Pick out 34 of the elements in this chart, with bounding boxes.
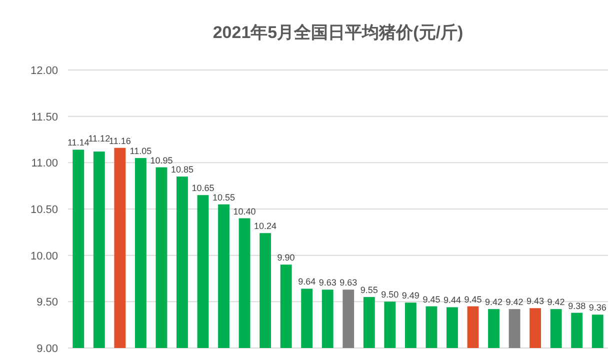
data-label: 10.85 <box>170 164 194 175</box>
data-label: 10.24 <box>254 221 277 232</box>
data-label: 11.16 <box>108 136 131 146</box>
data-label: 10.55 <box>212 192 236 202</box>
data-label: 9.63 <box>340 278 358 288</box>
data-label: 11.12 <box>88 134 110 144</box>
data-label: 9.50 <box>381 290 399 300</box>
data-label: 10.95 <box>150 155 173 166</box>
y-tick-label: 12.00 <box>30 65 58 77</box>
data-label: 9.45 <box>422 294 440 304</box>
chart-title: 2021年5月全国日平均猪价(元/斤) <box>212 23 464 42</box>
data-label: 9.90 <box>277 252 295 263</box>
data-label: 9.36 <box>588 302 606 313</box>
data-label: 9.55 <box>360 285 378 296</box>
y-tick-label: 10.50 <box>30 204 58 216</box>
data-label: 11.14 <box>67 138 90 148</box>
data-label: 10.65 <box>192 183 214 194</box>
data-label: 9.45 <box>464 294 482 304</box>
data-label: 10.40 <box>233 206 256 216</box>
y-tick-label: 11.50 <box>31 111 58 124</box>
data-label: 9.49 <box>402 290 420 301</box>
data-label: 9.42 <box>547 297 565 308</box>
y-tick-label: 9.50 <box>36 296 58 309</box>
data-label: 11.05 <box>130 146 152 156</box>
y-tick-label: 10.00 <box>30 250 58 262</box>
data-label: 9.42 <box>506 297 524 308</box>
data-label: 9.63 <box>318 278 336 288</box>
data-label: 9.38 <box>568 300 586 311</box>
y-tick-label: 11.00 <box>31 158 58 170</box>
y-tick-label: 9.00 <box>36 343 58 355</box>
data-label: 9.43 <box>526 296 544 306</box>
data-label: 9.64 <box>298 276 316 287</box>
data-label: 9.44 <box>443 295 461 306</box>
data-label: 9.42 <box>485 297 503 308</box>
